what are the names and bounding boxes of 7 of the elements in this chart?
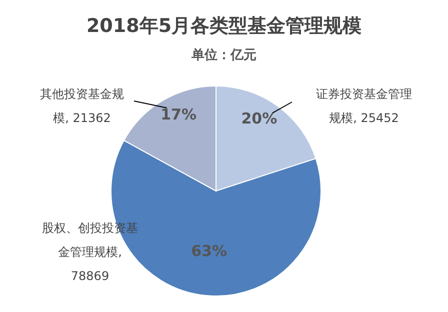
data-label: 17% (160, 106, 197, 124)
slice-label: 证券投资基金管理规模, 25452 (316, 87, 412, 125)
chart-title: 2018年5月各类型基金管理规模 (86, 15, 362, 37)
data-label: 63% (191, 242, 228, 260)
chart-subtitle: 单位：亿元 (190, 47, 256, 63)
data-label: 20% (241, 110, 278, 128)
slice-label: 其他投资基金规模, 21362 (40, 87, 124, 125)
